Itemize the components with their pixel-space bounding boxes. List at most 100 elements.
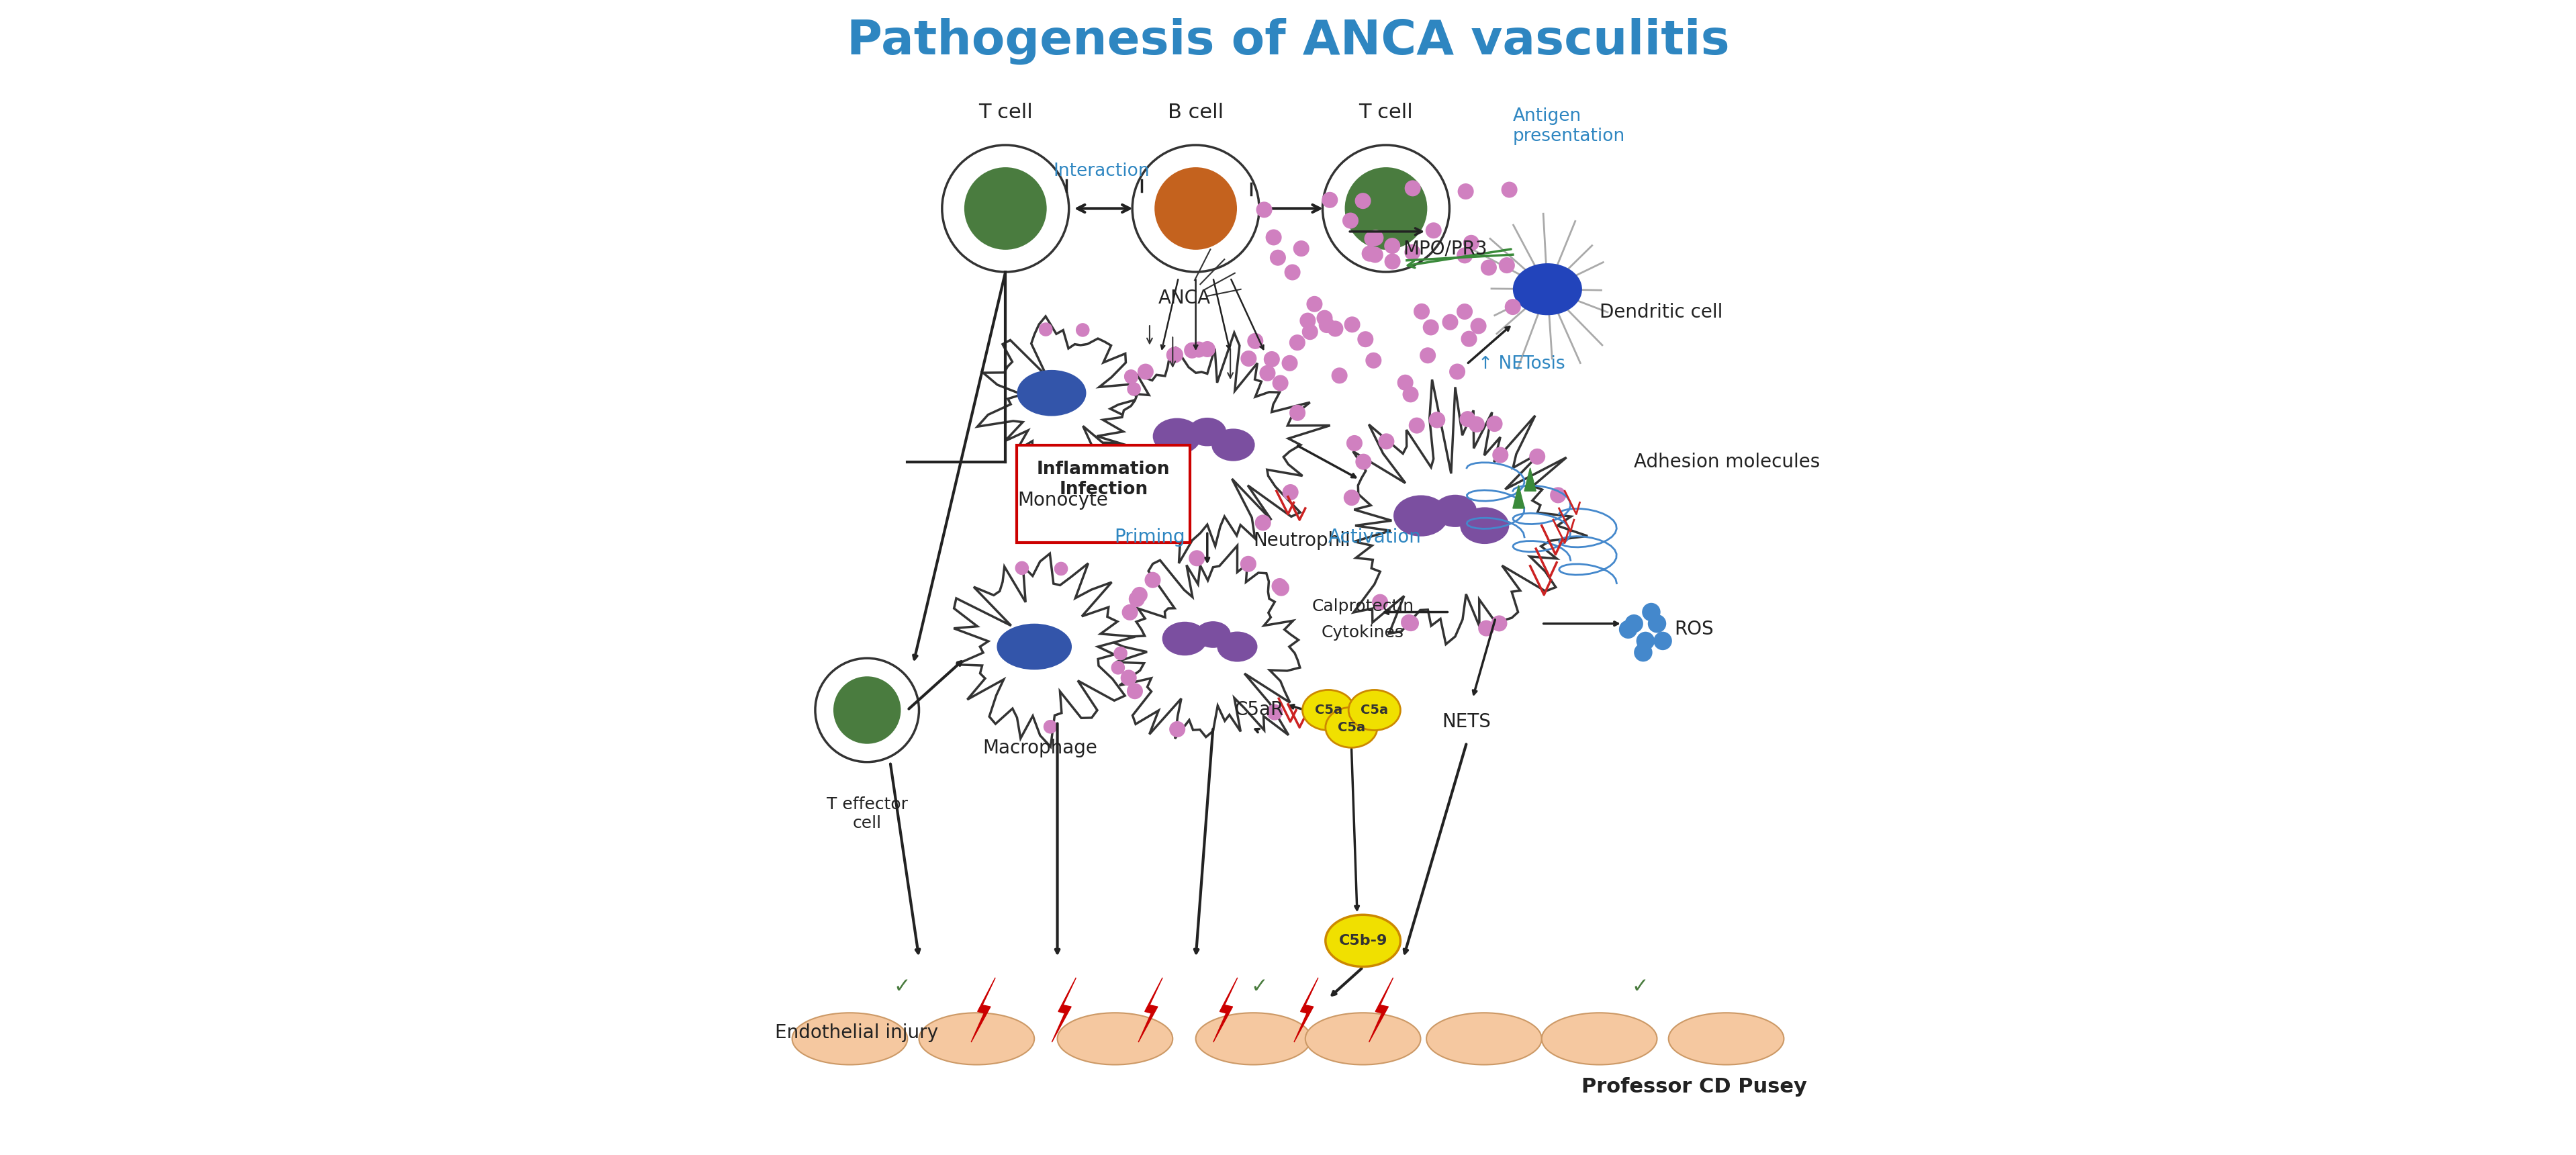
Circle shape — [1419, 348, 1435, 364]
Circle shape — [1283, 355, 1298, 371]
Text: Cytokines: Cytokines — [1321, 625, 1404, 641]
Circle shape — [1121, 670, 1136, 686]
Circle shape — [1185, 342, 1200, 358]
Circle shape — [1190, 342, 1206, 358]
Circle shape — [1636, 632, 1654, 650]
Text: Pathogenesis of ANCA vasculitis: Pathogenesis of ANCA vasculitis — [848, 18, 1728, 65]
Circle shape — [1345, 167, 1427, 249]
Text: Professor CD Pusey: Professor CD Pusey — [1582, 1076, 1806, 1096]
Circle shape — [1306, 296, 1321, 312]
Ellipse shape — [1461, 507, 1510, 544]
Circle shape — [1126, 683, 1144, 699]
Circle shape — [1492, 616, 1507, 632]
Circle shape — [1316, 310, 1332, 326]
Circle shape — [1345, 316, 1360, 333]
Circle shape — [1267, 705, 1283, 721]
Circle shape — [1633, 643, 1651, 662]
Polygon shape — [1525, 468, 1535, 491]
Ellipse shape — [1018, 370, 1087, 416]
Circle shape — [1054, 561, 1069, 575]
Text: ✓: ✓ — [1631, 977, 1649, 997]
Text: Priming: Priming — [1115, 528, 1185, 546]
Circle shape — [1373, 594, 1388, 610]
Circle shape — [1273, 579, 1288, 595]
Circle shape — [1301, 313, 1316, 329]
Circle shape — [1404, 180, 1422, 196]
Circle shape — [1618, 620, 1638, 639]
Circle shape — [1242, 350, 1257, 366]
Circle shape — [1301, 323, 1319, 340]
Circle shape — [1327, 321, 1342, 337]
Circle shape — [1131, 587, 1146, 603]
Polygon shape — [1097, 333, 1329, 564]
Text: Dendritic cell: Dendritic cell — [1600, 303, 1723, 322]
Circle shape — [1404, 616, 1419, 632]
Circle shape — [1200, 341, 1216, 357]
Ellipse shape — [920, 1013, 1036, 1065]
Polygon shape — [1051, 977, 1077, 1042]
Circle shape — [1265, 230, 1283, 245]
Circle shape — [814, 658, 920, 762]
Circle shape — [1383, 238, 1401, 254]
Circle shape — [1396, 374, 1414, 390]
Circle shape — [1499, 258, 1515, 274]
Circle shape — [1128, 382, 1141, 396]
Circle shape — [943, 146, 1069, 271]
Circle shape — [1154, 167, 1236, 249]
Circle shape — [1365, 231, 1381, 247]
Text: B cell: B cell — [1167, 103, 1224, 122]
Circle shape — [1479, 620, 1494, 636]
Circle shape — [1015, 561, 1028, 575]
Circle shape — [1530, 448, 1546, 464]
Circle shape — [1265, 351, 1280, 367]
Ellipse shape — [1540, 1013, 1656, 1065]
Circle shape — [1188, 550, 1206, 566]
Circle shape — [1365, 352, 1381, 368]
Polygon shape — [976, 316, 1144, 480]
Text: Monocyte: Monocyte — [1018, 491, 1108, 509]
Circle shape — [1342, 213, 1358, 229]
Text: Endothelial injury: Endothelial injury — [775, 1023, 938, 1043]
Ellipse shape — [1394, 495, 1448, 536]
Circle shape — [1486, 416, 1502, 432]
Text: Adhesion molecules: Adhesion molecules — [1633, 453, 1821, 471]
Text: Interaction: Interaction — [1054, 162, 1149, 180]
Text: T cell: T cell — [1360, 103, 1414, 122]
Text: ✓: ✓ — [894, 977, 909, 997]
Circle shape — [1401, 386, 1419, 402]
Ellipse shape — [1154, 418, 1200, 454]
Circle shape — [1502, 181, 1517, 198]
Ellipse shape — [1211, 429, 1255, 461]
Ellipse shape — [1327, 707, 1378, 747]
Text: Neutrophil: Neutrophil — [1255, 531, 1350, 550]
Circle shape — [1123, 371, 1139, 385]
Circle shape — [1458, 184, 1473, 200]
Ellipse shape — [1435, 494, 1476, 527]
Circle shape — [1463, 234, 1479, 251]
Circle shape — [1113, 647, 1128, 661]
Circle shape — [1355, 193, 1370, 209]
Text: C5a: C5a — [1314, 703, 1342, 716]
Circle shape — [1471, 318, 1486, 334]
Circle shape — [1461, 330, 1476, 346]
Circle shape — [1368, 230, 1383, 246]
Circle shape — [1043, 720, 1056, 733]
Circle shape — [963, 167, 1046, 249]
Circle shape — [1255, 515, 1270, 531]
Circle shape — [1551, 487, 1566, 504]
Circle shape — [1430, 412, 1445, 429]
Text: Macrophage: Macrophage — [981, 739, 1097, 758]
Circle shape — [1443, 314, 1458, 330]
Circle shape — [1321, 192, 1337, 208]
Text: C5b-9: C5b-9 — [1340, 934, 1388, 947]
Polygon shape — [1139, 977, 1162, 1042]
Polygon shape — [1368, 977, 1394, 1042]
Ellipse shape — [1195, 621, 1231, 648]
Circle shape — [1319, 316, 1334, 333]
Circle shape — [1425, 223, 1443, 239]
Text: C5a: C5a — [1360, 703, 1388, 716]
Circle shape — [1368, 247, 1383, 263]
Text: C5aR: C5aR — [1234, 701, 1283, 720]
Circle shape — [1077, 323, 1090, 337]
Circle shape — [1038, 322, 1054, 336]
